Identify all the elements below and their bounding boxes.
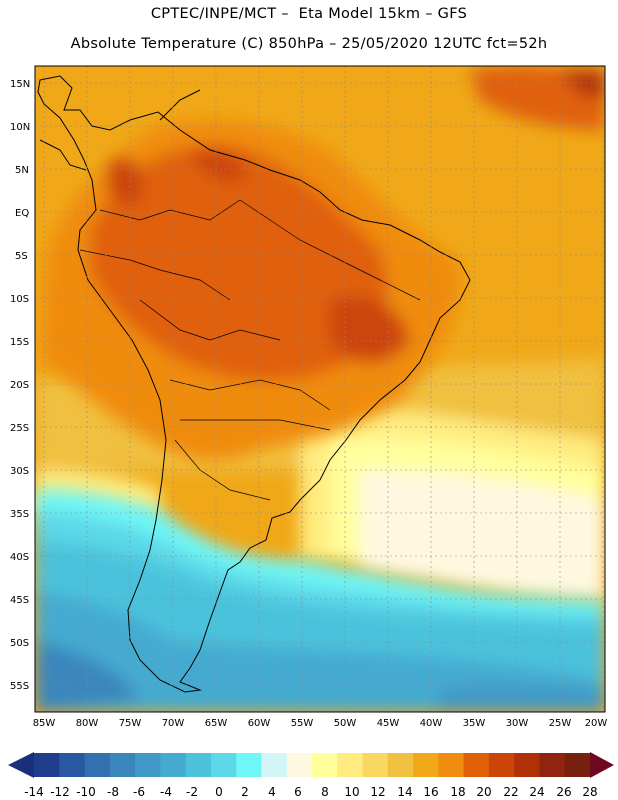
colorbar-swatch xyxy=(337,753,364,777)
lat-label: 55S xyxy=(10,681,29,692)
lat-label: 10S xyxy=(10,294,29,305)
colorbar-swatch xyxy=(109,753,136,777)
lon-label: 20W xyxy=(585,718,608,729)
lat-label: 50S xyxy=(10,638,29,649)
colorbar-label: 8 xyxy=(321,785,329,799)
colorbar-swatch xyxy=(59,753,86,777)
colorbar-swatch xyxy=(34,753,60,777)
lat-label: 20S xyxy=(10,380,29,391)
colorbar-swatch xyxy=(160,753,187,777)
lon-label: 45W xyxy=(377,718,400,729)
colorbar-swatch xyxy=(135,753,161,777)
colorbar-swatch xyxy=(84,753,111,777)
lon-label: 25W xyxy=(549,718,572,729)
colorbar-label: 24 xyxy=(529,785,544,799)
lon-label: 55W xyxy=(291,718,314,729)
colorbar-labels: -14 -12 -10 -8 -6 -4 -2 0 2 4 6 8 10 12 … xyxy=(24,785,597,799)
lon-label: 75W xyxy=(119,718,142,729)
lon-label: 30W xyxy=(506,718,529,729)
colorbar-label: 6 xyxy=(294,785,302,799)
colorbar-label: -12 xyxy=(50,785,70,799)
colorbar-swatch xyxy=(210,753,237,777)
colorbar-swatch xyxy=(387,753,414,777)
lat-label: 15N xyxy=(10,79,30,90)
colorbar-label: -6 xyxy=(133,785,145,799)
colorbar-label: 28 xyxy=(582,785,597,799)
colorbar-label: -14 xyxy=(24,785,44,799)
colorbar-label: 2 xyxy=(241,785,249,799)
lon-label: 40W xyxy=(420,718,443,729)
colorbar-swatch xyxy=(564,753,591,777)
colorbar-swatch xyxy=(185,753,212,777)
colorbar-label: 0 xyxy=(215,785,223,799)
lon-label: 60W xyxy=(248,718,271,729)
lat-lon-grid xyxy=(35,66,605,712)
colorbar-swatch xyxy=(514,753,540,777)
lat-label: 30S xyxy=(10,466,29,477)
lon-label: 70W xyxy=(162,718,185,729)
lon-label: 65W xyxy=(205,718,228,729)
colorbar-label: -8 xyxy=(107,785,119,799)
lat-label: 10N xyxy=(10,122,30,133)
lat-label: 5S xyxy=(15,251,28,262)
colorbar-low-arrow xyxy=(8,752,34,778)
colorbar-swatch xyxy=(438,753,465,777)
lon-label: 85W xyxy=(33,718,56,729)
colorbar-swatch xyxy=(463,753,490,777)
lat-label: 15S xyxy=(10,337,29,348)
colorbar-label: -2 xyxy=(186,785,198,799)
map-title-line2: Absolute Temperature (C) 850hPa – 25/05/… xyxy=(70,36,548,52)
coastline xyxy=(37,75,471,693)
colorbar-swatch xyxy=(236,753,262,777)
country-borders xyxy=(79,199,421,501)
lat-label: 25S xyxy=(10,423,29,434)
colorbar-swatch xyxy=(413,753,439,777)
colorbar-label: 14 xyxy=(397,785,412,799)
colorbar-swatches xyxy=(34,753,591,777)
colorbar-swatch xyxy=(362,753,389,777)
map-title-line1: CPTEC/INPE/MCT – Eta Model 15km – GFS xyxy=(150,6,468,22)
colorbar-swatch xyxy=(261,753,288,777)
colorbar-label: 16 xyxy=(423,785,438,799)
lat-label: EQ xyxy=(15,208,29,219)
colorbar-label: -10 xyxy=(76,785,96,799)
colorbar-label: 10 xyxy=(344,785,359,799)
colorbar-swatch xyxy=(286,753,313,777)
colorbar-label: 4 xyxy=(268,785,276,799)
lat-label: 35S xyxy=(10,509,29,520)
lon-label: 50W xyxy=(334,718,357,729)
colorbar-label: 20 xyxy=(476,785,491,799)
colorbar-label: -4 xyxy=(160,785,172,799)
colorbar-swatch xyxy=(539,753,566,777)
colorbar-label: 22 xyxy=(503,785,518,799)
latitude-labels: 15N 10N 5N EQ 5S 10S 15S 20S 25S 30S 35S… xyxy=(10,79,30,692)
colorbar-swatch xyxy=(312,753,338,777)
colorbar-label: 26 xyxy=(556,785,571,799)
lat-label: 5N xyxy=(15,165,29,176)
lat-label: 40S xyxy=(10,552,29,563)
colorbar-high-arrow xyxy=(590,752,614,778)
lat-label: 45S xyxy=(10,595,29,606)
colorbar-label: 12 xyxy=(370,785,385,799)
lon-label: 80W xyxy=(76,718,99,729)
lon-label: 35W xyxy=(463,718,486,729)
map-frame xyxy=(34,65,606,713)
longitude-labels: 85W 80W 75W 70W 65W 60W 55W 50W 45W 40W … xyxy=(33,718,608,729)
colorbar-swatch xyxy=(488,753,515,777)
colorbar-label: 18 xyxy=(450,785,465,799)
